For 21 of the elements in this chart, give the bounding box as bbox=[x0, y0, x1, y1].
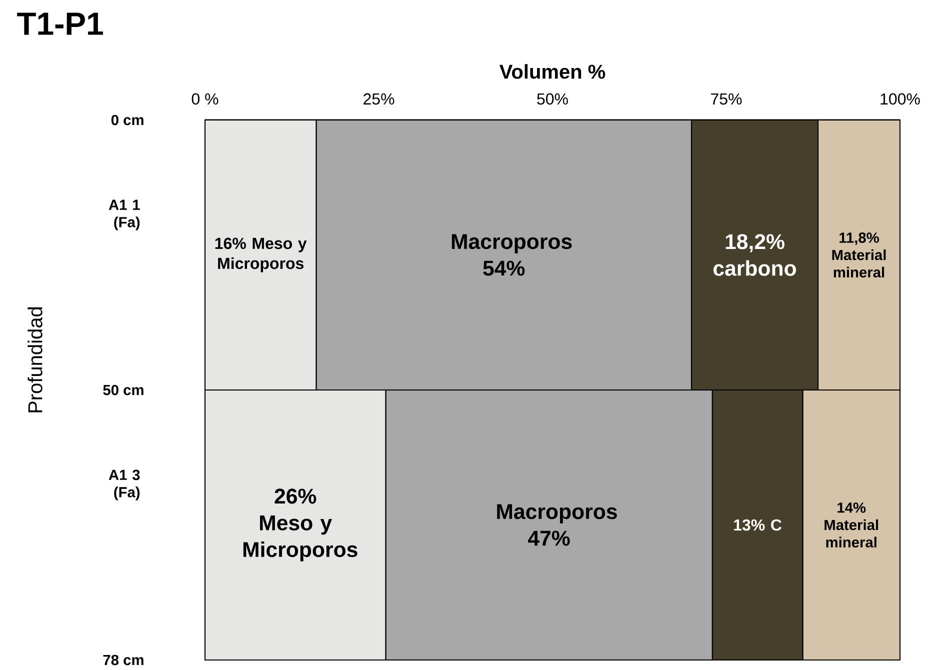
x-tick-label: 75% bbox=[711, 94, 742, 105]
data-label: 26% Meso y Microporos bbox=[243, 488, 358, 562]
y-axis-title: Profundidad bbox=[28, 308, 42, 412]
y-tick-label: A1 3 (Fa) bbox=[108, 470, 140, 500]
data-label: 14% Material mineral bbox=[824, 502, 878, 548]
x-tick-label: 25% bbox=[364, 93, 394, 105]
y-tick-label: A1 1 (Fa) bbox=[108, 200, 140, 230]
text: 0 cm bbox=[111, 115, 144, 126]
data-label: 18,2% carbono bbox=[714, 234, 796, 276]
x-tick-label: 50% bbox=[537, 93, 568, 105]
data-label: 13% C bbox=[734, 520, 782, 531]
data-label: 16% Meso y Microporos bbox=[215, 238, 307, 272]
text: 78 cm bbox=[103, 655, 144, 666]
data-label: 11,8% Material mineral bbox=[832, 232, 886, 278]
data-label: Macroporos 54% bbox=[452, 234, 572, 276]
x-axis-title: Volumen % bbox=[499, 64, 606, 79]
chart-title: T1-P1 bbox=[17, 12, 103, 35]
data-label: Macroporos 47% bbox=[497, 504, 617, 546]
x-tick-label: 0 % bbox=[192, 93, 218, 105]
x-tick-label: 100% bbox=[880, 93, 920, 105]
text: 50 cm bbox=[103, 385, 144, 396]
